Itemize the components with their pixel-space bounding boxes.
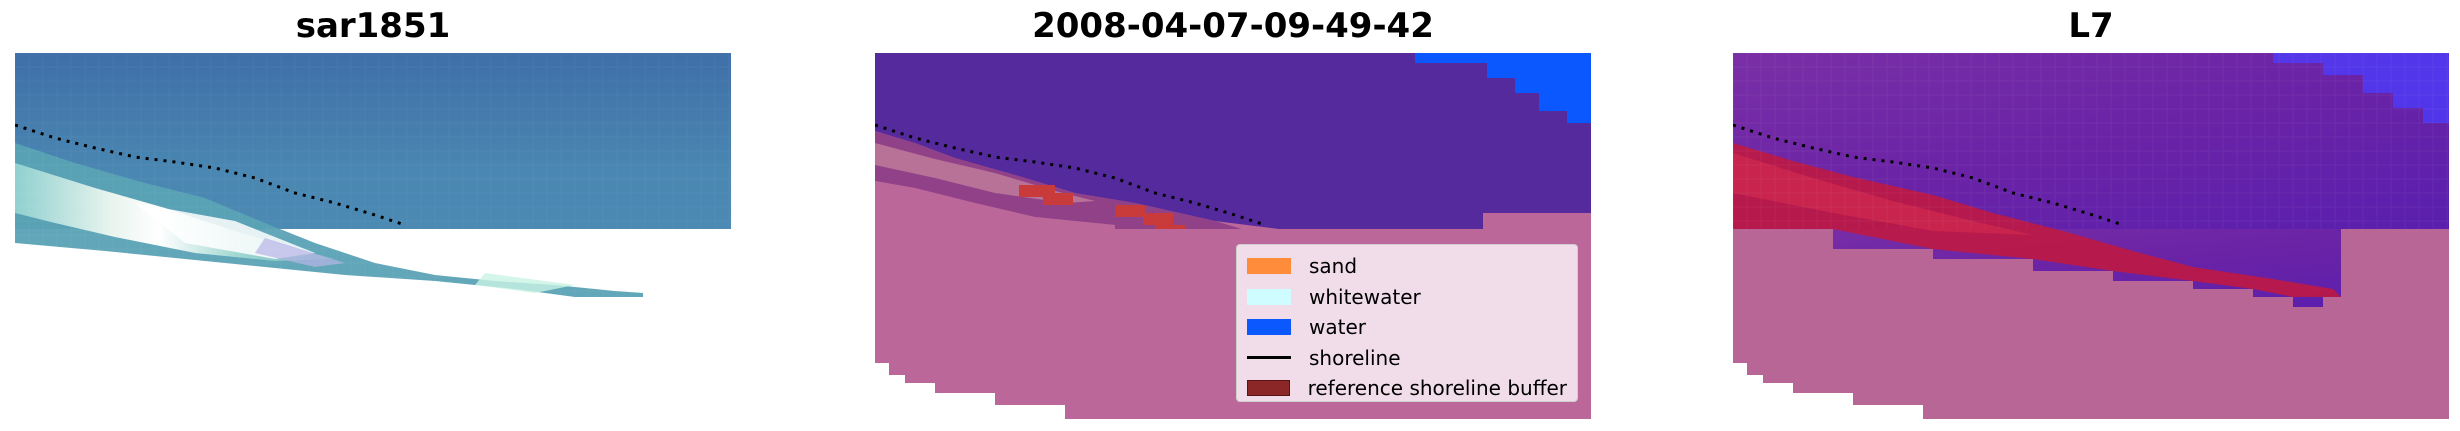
legend-item-reference-buffer: reference shoreline buffer [1247, 373, 1567, 404]
legend: sand whitewater water shoreline referenc… [1236, 244, 1578, 402]
panel-title-rgb: sar1851 [295, 6, 451, 46]
legend-label: reference shoreline buffer [1307, 376, 1567, 401]
legend-label: whitewater [1309, 284, 1421, 309]
legend-item-water: water [1247, 312, 1567, 343]
shoreline-swatch [1247, 356, 1291, 360]
water-swatch [1247, 319, 1291, 336]
shoreline-line [15, 123, 406, 227]
legend-label: water [1309, 315, 1366, 340]
whitewater-swatch [1247, 288, 1291, 305]
index-image [1733, 53, 2449, 419]
legend-label: sand [1309, 254, 1358, 279]
legend-item-sand: sand [1247, 251, 1567, 282]
legend-item-shoreline: shoreline [1247, 343, 1567, 374]
legend-item-whitewater: whitewater [1247, 282, 1567, 313]
sand-swatch [1247, 258, 1291, 275]
shoreline-line [1733, 123, 2124, 227]
rgb-satellite-image [15, 53, 731, 307]
legend-label: shoreline [1309, 345, 1401, 370]
buffer-swatch [1247, 380, 1290, 397]
panel-title-classification: 2008-04-07-09-49-42 [1032, 6, 1434, 46]
shoreline-line [875, 123, 1266, 227]
panel-title-index: L7 [2068, 6, 2114, 46]
